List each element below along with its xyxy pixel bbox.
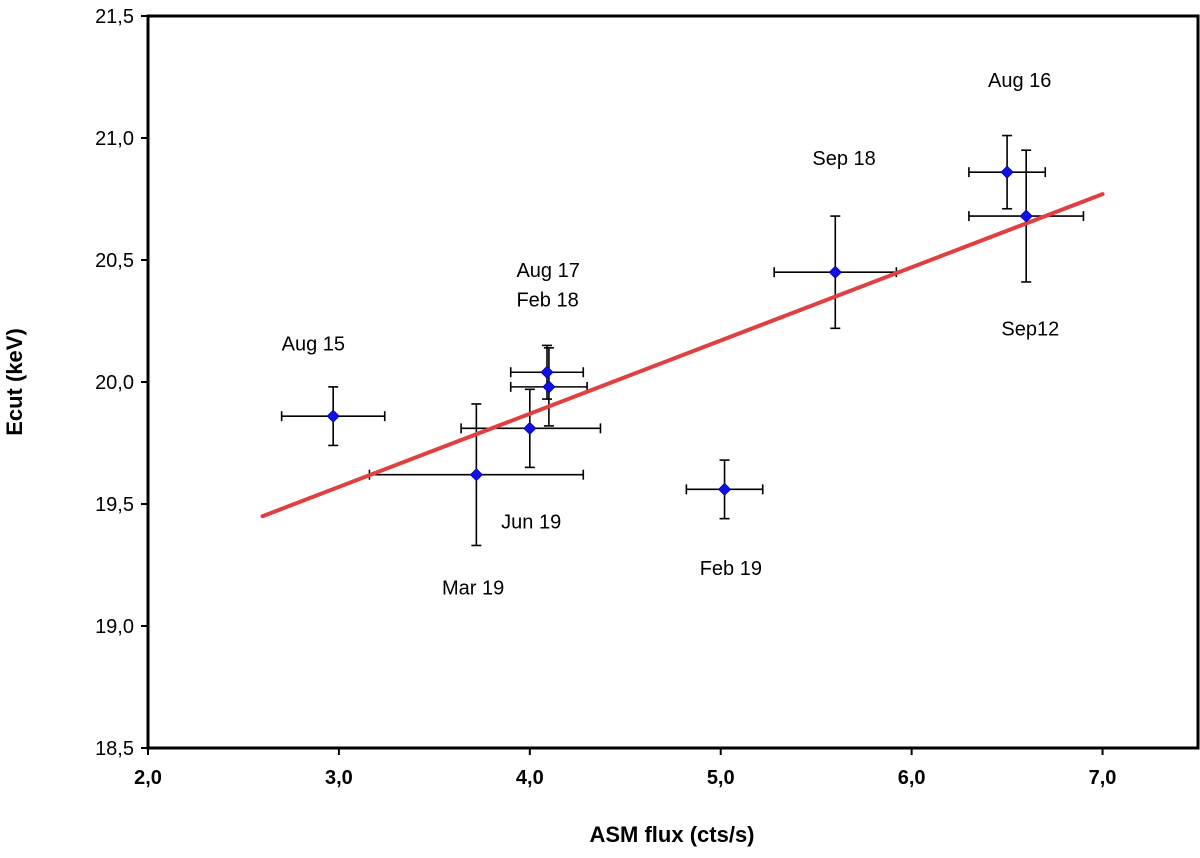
x-tick-label: 2,0 bbox=[134, 767, 162, 789]
data-point bbox=[542, 380, 556, 394]
point-annotation: Mar 19 bbox=[442, 577, 504, 599]
data-point bbox=[469, 468, 483, 482]
point-annotations: Aug 16 Sep 18 Aug 17 Feb 18 Aug 15 Sep12 Jun 1… bbox=[282, 70, 1060, 600]
point-annotation: Jun 19 bbox=[501, 511, 561, 533]
y-tick-label: 20,0 bbox=[95, 372, 134, 394]
x-tick-label: 6,0 bbox=[898, 767, 926, 789]
data-point bbox=[1019, 209, 1033, 223]
y-tick-label: 20,5 bbox=[95, 250, 134, 272]
data-point bbox=[540, 365, 554, 379]
y-tick-label: 18,5 bbox=[95, 738, 134, 760]
fit-line bbox=[260, 192, 1105, 519]
plot-frame bbox=[146, 14, 1200, 750]
x-axis-title: ASM flux (cts/s) bbox=[589, 822, 754, 847]
point-annotation: Sep 18 bbox=[812, 148, 875, 170]
x-tick-label: 5,0 bbox=[707, 767, 735, 789]
data-point bbox=[828, 265, 842, 279]
y-tick-label: 19,5 bbox=[95, 494, 134, 516]
x-axis-ticks: 2,0 3,0 4,0 5,0 6,0 7,0 bbox=[134, 748, 1116, 789]
y-axis-title: Ecut (keV) bbox=[2, 328, 27, 436]
x-tick-label: 3,0 bbox=[325, 767, 353, 789]
y-tick-label: 21,0 bbox=[95, 128, 134, 150]
x-tick-label: 7,0 bbox=[1089, 767, 1117, 789]
data-point bbox=[523, 421, 537, 435]
y-tick-label: 21,5 bbox=[95, 6, 134, 28]
data-markers bbox=[326, 165, 1033, 496]
y-axis-ticks: 18,5 19,0 19,5 20,0 20,5 21,0 21,5 bbox=[95, 6, 148, 760]
point-annotation: Sep12 bbox=[1001, 319, 1059, 341]
y-tick-label: 19,0 bbox=[95, 616, 134, 638]
fit-line-group bbox=[260, 192, 1105, 519]
point-annotation: Aug 16 bbox=[988, 70, 1051, 92]
data-point bbox=[326, 409, 340, 423]
point-annotation: Feb 18 bbox=[516, 289, 578, 311]
data-point bbox=[1000, 165, 1014, 179]
point-annotation: Feb 19 bbox=[700, 558, 762, 580]
x-tick-label: 4,0 bbox=[516, 767, 544, 789]
data-point bbox=[717, 482, 732, 496]
point-annotation: Aug 17 bbox=[516, 260, 579, 282]
point-annotation: Aug 15 bbox=[282, 333, 345, 355]
